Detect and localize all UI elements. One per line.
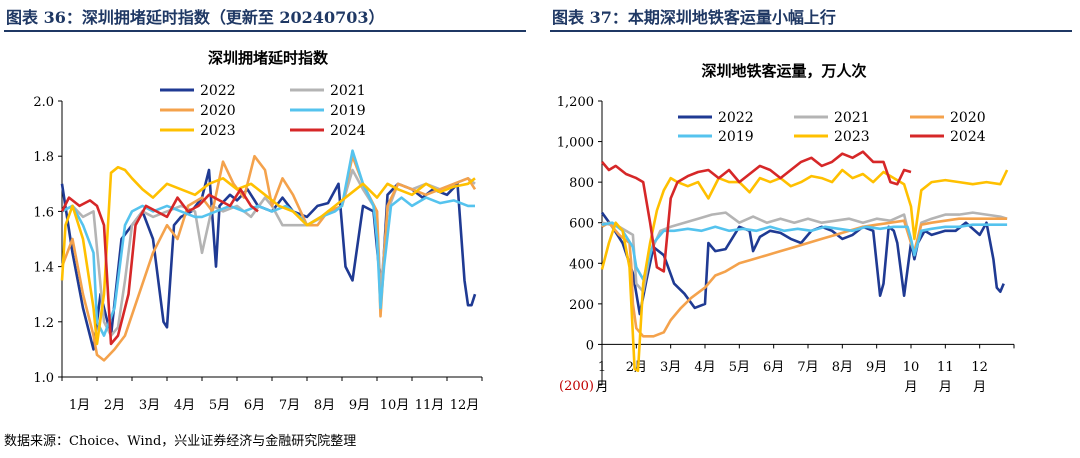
series-line-2023 bbox=[60, 165, 476, 346]
metro-ridership-chart: 深圳地铁客运量，万人次 (200) 0 200 400 600 800 1,000 1,200 1… bbox=[557, 62, 1015, 395]
x-tick-label: 8月 bbox=[832, 360, 853, 375]
y-tick-label: 1.4 bbox=[33, 261, 54, 276]
x-tick-label: 6月 bbox=[763, 360, 784, 375]
x-tick-label: 月 bbox=[595, 380, 608, 395]
x-tick-label: 月 bbox=[973, 380, 986, 395]
x-tick-label: 2月 bbox=[626, 360, 647, 375]
x-tick-label: 12月 bbox=[450, 398, 480, 413]
x-tick-label: 9月 bbox=[349, 398, 370, 413]
series-line-2024 bbox=[60, 188, 259, 346]
y-tick-label: 600 bbox=[569, 217, 594, 232]
legend-label-2022: 2022 bbox=[718, 110, 754, 126]
y-tick-label: 400 bbox=[569, 257, 594, 272]
legend-label-2019: 2019 bbox=[330, 103, 366, 119]
series-line-2020 bbox=[601, 217, 1008, 338]
x-tick-label: 11月 bbox=[415, 398, 445, 413]
series-line-2021 bbox=[601, 211, 1008, 294]
x-tick-label: 3月 bbox=[139, 398, 160, 413]
x-tick-label: 11 bbox=[937, 360, 954, 375]
y-tick-label: 1.6 bbox=[33, 205, 54, 220]
x-tick-label: 9月 bbox=[866, 360, 887, 375]
legend-label-2021: 2021 bbox=[330, 83, 366, 99]
x-tick-label: 月 bbox=[904, 380, 917, 395]
x-tick-label: 10月 bbox=[380, 398, 410, 413]
x-tick-label: 5月 bbox=[209, 398, 230, 413]
y-tick-label: 1,000 bbox=[557, 136, 594, 151]
y-tick-label: 2.0 bbox=[33, 95, 54, 110]
legend-label-2023: 2023 bbox=[200, 123, 236, 139]
x-tick-label: 12 bbox=[971, 360, 988, 375]
legend-label-2022: 2022 bbox=[200, 83, 236, 99]
legend-label-2021: 2021 bbox=[834, 110, 870, 126]
x-tick-label: 1月 bbox=[69, 398, 90, 413]
x-tick-label: 1 bbox=[598, 360, 606, 375]
right-header-rule bbox=[550, 30, 1072, 32]
y-tick-label: 0 bbox=[586, 338, 594, 353]
y-tick-label: 1.0 bbox=[33, 371, 54, 386]
y-tick-label: 1.8 bbox=[33, 150, 54, 165]
y-tick-label: (200) bbox=[559, 379, 594, 394]
left-figure-header: 图表 36：深圳拥堵延时指数（更新至 20240703） bbox=[6, 8, 385, 27]
legend-label-2020: 2020 bbox=[950, 110, 986, 126]
legend-label-2020: 2020 bbox=[200, 103, 236, 119]
y-tick-label: 1.2 bbox=[33, 316, 54, 331]
data-source-note: 数据来源：Choice、Wind，兴业证券经济与金融研究院整理 bbox=[4, 434, 357, 449]
legend-label-2019: 2019 bbox=[718, 129, 754, 145]
chart-title: 深圳地铁客运量，万人次 bbox=[701, 62, 866, 80]
left-header-rule bbox=[4, 30, 526, 32]
x-tick-label: 月 bbox=[939, 380, 952, 395]
x-tick-label: 7月 bbox=[797, 360, 818, 375]
legend-label-2024: 2024 bbox=[330, 123, 366, 139]
series-line-2019 bbox=[601, 221, 1008, 281]
x-tick-label: 4月 bbox=[694, 360, 715, 375]
chart-title: 深圳拥堵延时指数 bbox=[208, 49, 329, 67]
series-line-2022 bbox=[600, 211, 1005, 316]
x-tick-label: 6月 bbox=[244, 398, 265, 413]
y-tick-label: 1,200 bbox=[557, 95, 594, 110]
series-line-2020 bbox=[60, 154, 477, 362]
x-tick-label: 3月 bbox=[660, 360, 681, 375]
x-tick-label: 2月 bbox=[104, 398, 125, 413]
series-line-2024 bbox=[601, 150, 912, 273]
y-tick-label: 800 bbox=[569, 176, 594, 191]
x-tick-label: 5月 bbox=[729, 360, 750, 375]
legend-label-2024: 2024 bbox=[950, 129, 986, 145]
x-tick-label: 7月 bbox=[279, 398, 300, 413]
x-tick-label: 10 bbox=[903, 360, 920, 375]
right-figure-header: 图表 37：本期深圳地铁客运量小幅上行 bbox=[552, 8, 836, 27]
x-tick-label: 4月 bbox=[174, 398, 195, 413]
legend-label-2023: 2023 bbox=[834, 129, 870, 145]
y-tick-label: 200 bbox=[569, 298, 594, 313]
congestion-index-chart: 深圳拥堵延时指数 1.0 1.2 1.4 1.6 1.8 2.0 1月 2月 3月 4月 5月 6月 7月… bbox=[33, 49, 483, 413]
x-tick-label: 8月 bbox=[314, 398, 335, 413]
series-line-2019 bbox=[61, 149, 475, 337]
